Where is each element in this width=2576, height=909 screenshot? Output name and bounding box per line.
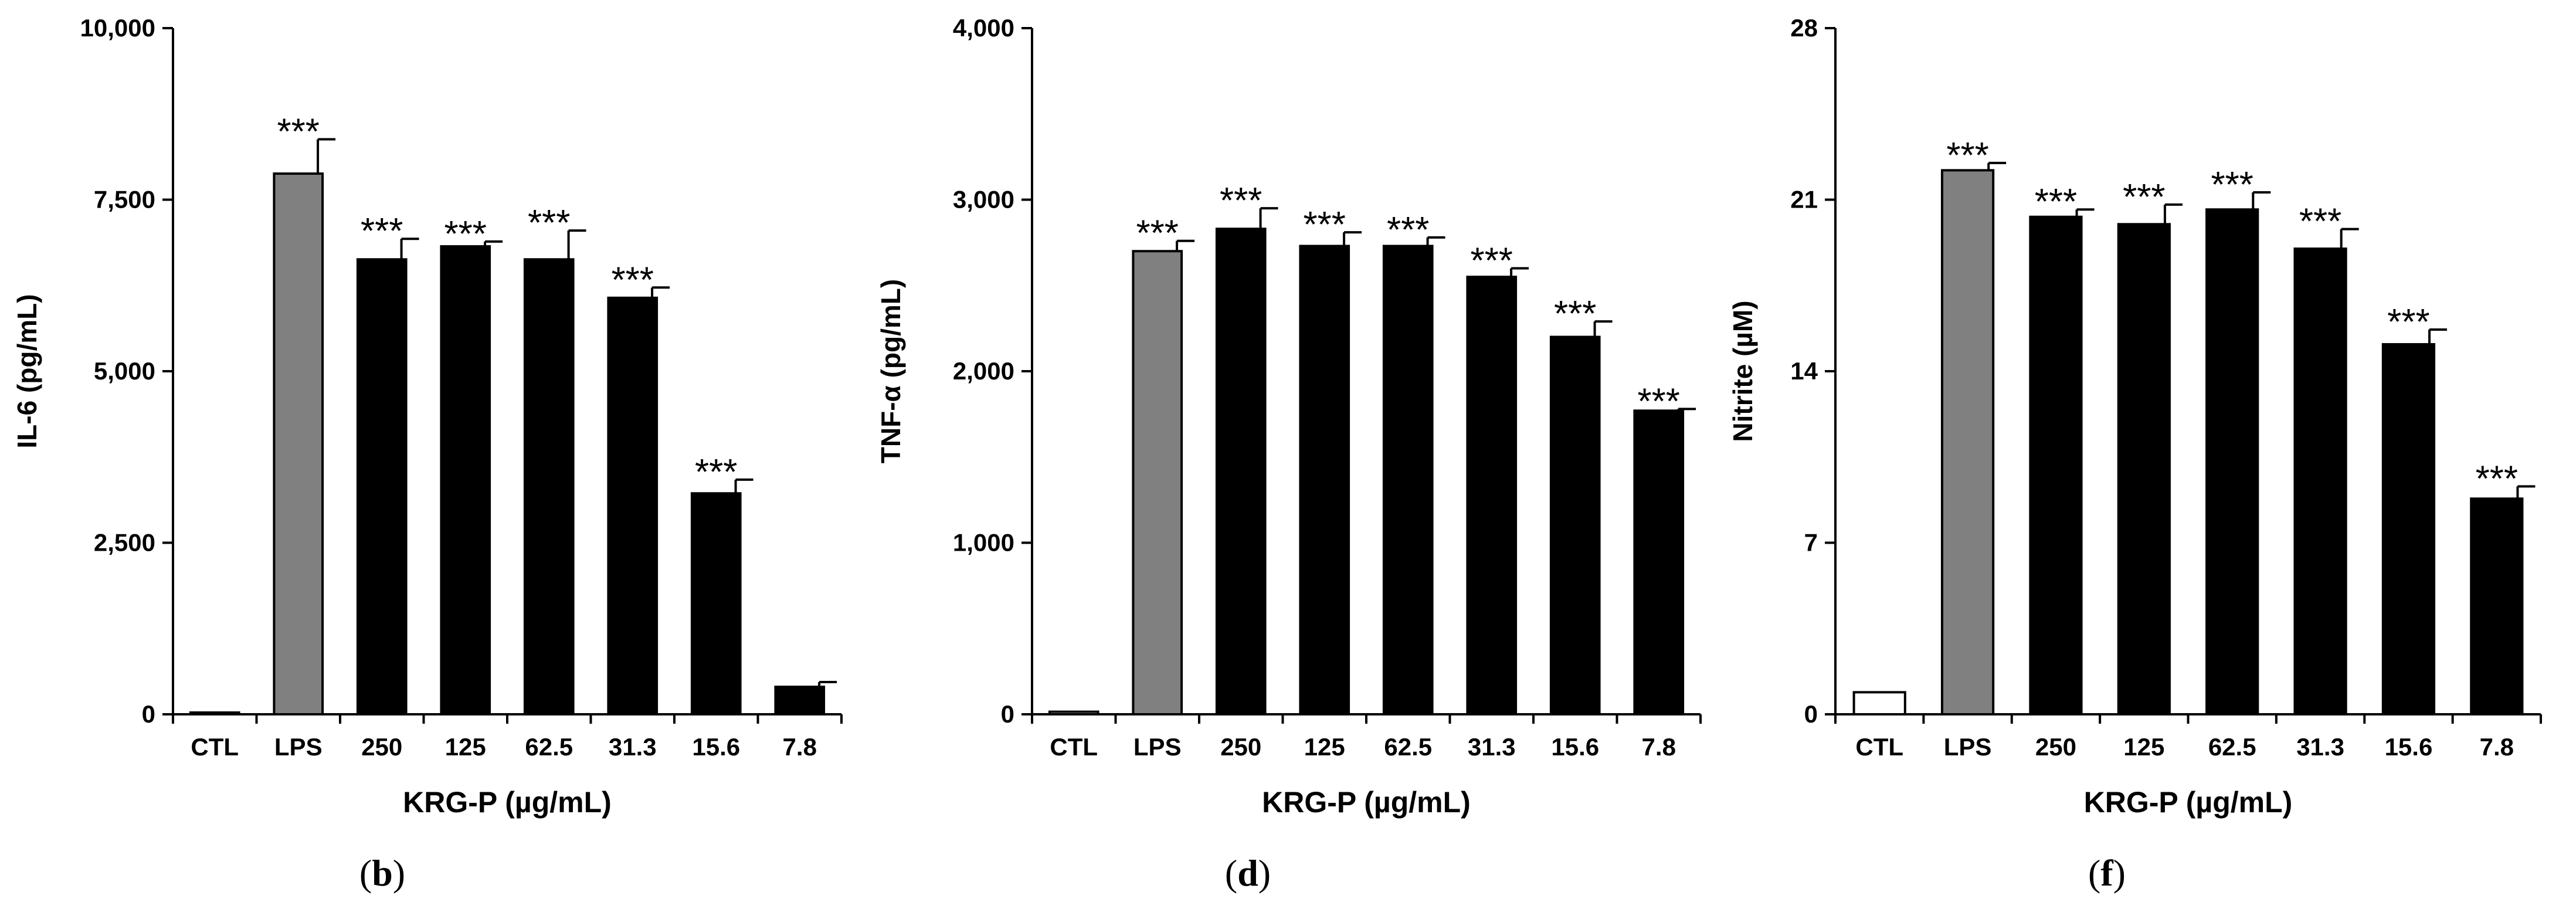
significance-marker: *** <box>528 203 570 243</box>
bar-62.5 <box>1382 245 1434 716</box>
chart-panel-d: 0 1,000 2,000 3,000 4,000 CTL LPS *** 250 *** 125 *… <box>875 14 1702 894</box>
significance-marker: *** <box>2123 177 2165 218</box>
y-tick-label: 1,000 <box>953 529 1014 557</box>
x-tick-label: 7.8 <box>1642 733 1676 761</box>
bar-CTL <box>189 711 240 715</box>
bar-CTL <box>1852 691 1906 715</box>
panel-letter: d <box>1237 852 1258 894</box>
bar-250 <box>356 258 408 716</box>
chart-panel-b: 0 2,500 5,000 7,500 10,000 CTL LPS *** 250 *** 125… <box>12 14 843 894</box>
x-tick-label: 62.5 <box>525 733 573 761</box>
x-tick-label: 125 <box>1304 733 1345 761</box>
y-tick-label: 2,000 <box>953 357 1014 385</box>
y-tick-label: 21 <box>1790 186 1818 213</box>
bar-31.3 <box>2293 247 2347 716</box>
x-tick-label: 7.8 <box>2480 733 2514 761</box>
significance-marker: *** <box>1471 241 1513 281</box>
bar-15.6 <box>690 492 742 715</box>
x-axis-title: KRG-P (µg/mL) <box>2084 786 2293 819</box>
bar-LPS <box>1940 169 1995 716</box>
x-tick-label: CTL <box>191 733 239 761</box>
y-tick-label: 4,000 <box>953 14 1014 42</box>
significance-marker: *** <box>2299 202 2341 242</box>
panel-letter: b <box>372 852 393 894</box>
y-tick-label: 14 <box>1790 357 1818 385</box>
significance-marker: *** <box>2387 302 2429 342</box>
x-tick-label: 125 <box>445 733 486 761</box>
y-tick-label: 7 <box>1804 529 1818 557</box>
bar-31.3 <box>607 296 659 715</box>
significance-marker: *** <box>1638 381 1680 422</box>
significance-marker: *** <box>1136 213 1179 254</box>
significance-marker: *** <box>1220 181 1262 221</box>
significance-marker: *** <box>444 214 487 255</box>
x-tick-label: 31.3 <box>609 733 657 761</box>
x-tick-label: LPS <box>1133 733 1182 761</box>
significance-marker: *** <box>695 452 737 493</box>
bar-LPS <box>273 172 324 716</box>
y-tick-label: 0 <box>1804 700 1818 728</box>
x-tick-label: 15.6 <box>2385 733 2433 761</box>
y-tick-label: 5,000 <box>94 357 155 385</box>
x-tick-label: 15.6 <box>692 733 740 761</box>
significance-marker: *** <box>361 211 403 252</box>
x-tick-label: 250 <box>2035 733 2076 761</box>
bar-125 <box>1299 245 1350 716</box>
significance-marker: *** <box>277 112 320 152</box>
bar-7.8 <box>2470 497 2524 715</box>
y-axis-title: Nitrite (µM) <box>1727 300 1758 442</box>
panel-label: (f) <box>2088 852 2126 894</box>
x-tick-label: 250 <box>1220 733 1261 761</box>
bar-LPS <box>1132 250 1183 715</box>
x-tick-label: 250 <box>361 733 402 761</box>
bar-15.6 <box>1549 335 1601 715</box>
bar-31.3 <box>1466 276 1518 715</box>
panel-letter: f <box>2100 852 2113 894</box>
chart-panel-f: 0 7 14 21 28 CTL LPS *** 250 *** 125 *** 62.5 *** 31.3… <box>1727 14 2542 894</box>
bar-7.8 <box>774 686 826 715</box>
panel-label: (b) <box>359 852 405 894</box>
significance-marker: *** <box>1304 205 1346 245</box>
x-tick-label: 62.5 <box>2208 733 2256 761</box>
bar-62.5 <box>523 258 575 716</box>
bar-62.5 <box>2205 208 2259 715</box>
x-tick-label: CTL <box>1855 733 1903 761</box>
significance-marker: *** <box>1387 210 1429 250</box>
y-tick-label: 0 <box>142 700 155 728</box>
significance-marker: *** <box>612 260 654 300</box>
panel-label: (d) <box>1225 852 1271 894</box>
x-tick-label: 125 <box>2123 733 2164 761</box>
significance-marker: *** <box>1946 135 1988 176</box>
bar-125 <box>2117 223 2171 715</box>
x-tick-label: CTL <box>1050 733 1098 761</box>
bar-15.6 <box>2381 343 2436 715</box>
y-tick-label: 10,000 <box>80 14 155 42</box>
y-axis-title: TNF-α (pg/mL) <box>875 279 906 463</box>
bar-250 <box>2029 215 2083 715</box>
x-tick-label: 31.3 <box>1468 733 1516 761</box>
x-tick-label: LPS <box>1944 733 1992 761</box>
x-tick-label: 15.6 <box>1551 733 1599 761</box>
y-tick-label: 7,500 <box>94 186 155 213</box>
x-tick-label: 62.5 <box>1384 733 1432 761</box>
bar-125 <box>440 245 491 715</box>
bar-CTL <box>1048 710 1099 716</box>
bar-7.8 <box>1633 409 1685 715</box>
y-tick-label: 28 <box>1790 14 1818 42</box>
x-tick-label: LPS <box>274 733 323 761</box>
x-axis-title: KRG-P (µg/mL) <box>403 786 612 819</box>
y-tick-label: 2,500 <box>94 529 155 557</box>
bar-250 <box>1215 228 1267 716</box>
significance-marker: *** <box>2211 165 2253 205</box>
x-tick-label: 7.8 <box>783 733 817 761</box>
y-tick-label: 3,000 <box>953 186 1014 213</box>
x-tick-label: 31.3 <box>2296 733 2344 761</box>
significance-marker: *** <box>2035 182 2077 222</box>
x-axis-title: KRG-P (µg/mL) <box>1262 786 1471 819</box>
significance-marker: *** <box>1554 294 1596 334</box>
y-axis-title: IL-6 (pg/mL) <box>12 294 42 448</box>
y-tick-label: 0 <box>1001 700 1014 728</box>
significance-marker: *** <box>2476 459 2518 499</box>
